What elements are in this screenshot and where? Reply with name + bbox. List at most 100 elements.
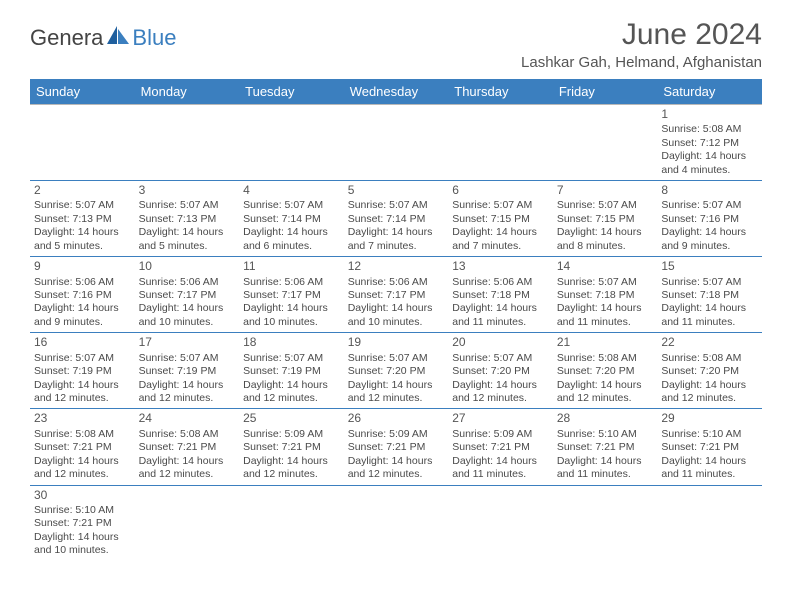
- cell-dl2: and 5 minutes.: [34, 240, 131, 253]
- cell-sunset: Sunset: 7:20 PM: [452, 365, 549, 378]
- day-number: 1: [661, 107, 758, 122]
- calendar-row: 30Sunrise: 5:10 AMSunset: 7:21 PMDayligh…: [30, 485, 762, 561]
- cell-dl1: Daylight: 14 hours: [243, 302, 340, 315]
- day-number: 21: [557, 335, 654, 350]
- cell-sunrise: Sunrise: 5:07 AM: [139, 352, 236, 365]
- cell-sunrise: Sunrise: 5:07 AM: [661, 276, 758, 289]
- cell-dl2: and 11 minutes.: [557, 468, 654, 481]
- cell-dl2: and 7 minutes.: [348, 240, 445, 253]
- cell-sunrise: Sunrise: 5:06 AM: [34, 276, 131, 289]
- day-number: 27: [452, 411, 549, 426]
- calendar-cell: 16Sunrise: 5:07 AMSunset: 7:19 PMDayligh…: [30, 333, 135, 409]
- cell-dl2: and 12 minutes.: [348, 468, 445, 481]
- calendar-cell: 18Sunrise: 5:07 AMSunset: 7:19 PMDayligh…: [239, 333, 344, 409]
- cell-sunset: Sunset: 7:17 PM: [139, 289, 236, 302]
- cell-sunset: Sunset: 7:19 PM: [243, 365, 340, 378]
- cell-dl1: Daylight: 14 hours: [348, 302, 445, 315]
- calendar-cell: 17Sunrise: 5:07 AMSunset: 7:19 PMDayligh…: [135, 333, 240, 409]
- cell-dl1: Daylight: 14 hours: [661, 226, 758, 239]
- cell-dl1: Daylight: 14 hours: [557, 302, 654, 315]
- cell-dl1: Daylight: 14 hours: [34, 379, 131, 392]
- cell-dl1: Daylight: 14 hours: [557, 226, 654, 239]
- day-number: 8: [661, 183, 758, 198]
- title-block: June 2024 Lashkar Gah, Helmand, Afghanis…: [521, 18, 762, 71]
- cell-dl2: and 11 minutes.: [557, 316, 654, 329]
- cell-dl1: Daylight: 14 hours: [452, 379, 549, 392]
- calendar-cell: 3Sunrise: 5:07 AMSunset: 7:13 PMDaylight…: [135, 181, 240, 257]
- day-number: 11: [243, 259, 340, 274]
- cell-sunset: Sunset: 7:21 PM: [139, 441, 236, 454]
- cell-sunrise: Sunrise: 5:08 AM: [661, 123, 758, 136]
- day-number: 19: [348, 335, 445, 350]
- day-number: 6: [452, 183, 549, 198]
- day-number: 12: [348, 259, 445, 274]
- month-title: June 2024: [521, 18, 762, 52]
- cell-dl1: Daylight: 14 hours: [348, 226, 445, 239]
- cell-sunrise: Sunrise: 5:07 AM: [452, 352, 549, 365]
- cell-sunrise: Sunrise: 5:07 AM: [661, 199, 758, 212]
- cell-sunrise: Sunrise: 5:10 AM: [557, 428, 654, 441]
- cell-dl2: and 12 minutes.: [34, 392, 131, 405]
- cell-dl2: and 12 minutes.: [139, 468, 236, 481]
- cell-dl1: Daylight: 14 hours: [139, 455, 236, 468]
- day-number: 26: [348, 411, 445, 426]
- day-number: 13: [452, 259, 549, 274]
- day-number: 9: [34, 259, 131, 274]
- cell-sunset: Sunset: 7:18 PM: [661, 289, 758, 302]
- day-header: Wednesday: [344, 79, 449, 105]
- calendar-cell: [553, 105, 658, 181]
- cell-dl2: and 10 minutes.: [34, 544, 131, 557]
- calendar-cell: 23Sunrise: 5:08 AMSunset: 7:21 PMDayligh…: [30, 409, 135, 485]
- cell-sunrise: Sunrise: 5:07 AM: [139, 199, 236, 212]
- calendar-cell: 15Sunrise: 5:07 AMSunset: 7:18 PMDayligh…: [657, 257, 762, 333]
- calendar-cell: 9Sunrise: 5:06 AMSunset: 7:16 PMDaylight…: [30, 257, 135, 333]
- calendar-page: Genera Blue June 2024 Lashkar Gah, Helma…: [0, 0, 792, 561]
- cell-sunset: Sunset: 7:21 PM: [34, 517, 131, 530]
- cell-sunrise: Sunrise: 5:09 AM: [348, 428, 445, 441]
- cell-dl2: and 12 minutes.: [348, 392, 445, 405]
- day-header: Monday: [135, 79, 240, 105]
- calendar-cell: 25Sunrise: 5:09 AMSunset: 7:21 PMDayligh…: [239, 409, 344, 485]
- cell-sunrise: Sunrise: 5:07 AM: [557, 199, 654, 212]
- cell-dl1: Daylight: 14 hours: [243, 379, 340, 392]
- cell-dl1: Daylight: 14 hours: [661, 150, 758, 163]
- cell-dl2: and 12 minutes.: [557, 392, 654, 405]
- day-number: 28: [557, 411, 654, 426]
- cell-sunrise: Sunrise: 5:06 AM: [139, 276, 236, 289]
- cell-dl2: and 7 minutes.: [452, 240, 549, 253]
- calendar-cell: 26Sunrise: 5:09 AMSunset: 7:21 PMDayligh…: [344, 409, 449, 485]
- cell-dl2: and 11 minutes.: [661, 468, 758, 481]
- cell-sunset: Sunset: 7:14 PM: [348, 213, 445, 226]
- calendar-row: 9Sunrise: 5:06 AMSunset: 7:16 PMDaylight…: [30, 257, 762, 333]
- calendar-cell: 1Sunrise: 5:08 AMSunset: 7:12 PMDaylight…: [657, 105, 762, 181]
- day-number: 5: [348, 183, 445, 198]
- logo-text-part2: Blue: [132, 25, 176, 51]
- cell-sunrise: Sunrise: 5:08 AM: [34, 428, 131, 441]
- calendar-cell: [657, 485, 762, 561]
- day-number: 3: [139, 183, 236, 198]
- cell-dl1: Daylight: 14 hours: [34, 226, 131, 239]
- cell-dl2: and 12 minutes.: [139, 392, 236, 405]
- day-number: 25: [243, 411, 340, 426]
- cell-dl2: and 6 minutes.: [243, 240, 340, 253]
- calendar-cell: 20Sunrise: 5:07 AMSunset: 7:20 PMDayligh…: [448, 333, 553, 409]
- day-header: Tuesday: [239, 79, 344, 105]
- cell-dl1: Daylight: 14 hours: [34, 455, 131, 468]
- cell-sunset: Sunset: 7:15 PM: [452, 213, 549, 226]
- cell-sunset: Sunset: 7:13 PM: [139, 213, 236, 226]
- calendar-cell: 10Sunrise: 5:06 AMSunset: 7:17 PMDayligh…: [135, 257, 240, 333]
- day-header: Sunday: [30, 79, 135, 105]
- calendar-cell: 29Sunrise: 5:10 AMSunset: 7:21 PMDayligh…: [657, 409, 762, 485]
- day-number: 2: [34, 183, 131, 198]
- calendar-cell: [448, 105, 553, 181]
- cell-sunset: Sunset: 7:14 PM: [243, 213, 340, 226]
- cell-sunrise: Sunrise: 5:08 AM: [661, 352, 758, 365]
- logo: Genera Blue: [30, 24, 176, 51]
- cell-dl1: Daylight: 14 hours: [661, 379, 758, 392]
- cell-dl1: Daylight: 14 hours: [139, 379, 236, 392]
- cell-sunrise: Sunrise: 5:07 AM: [243, 352, 340, 365]
- calendar-cell: [448, 485, 553, 561]
- day-number: 30: [34, 488, 131, 503]
- calendar-cell: 6Sunrise: 5:07 AMSunset: 7:15 PMDaylight…: [448, 181, 553, 257]
- logo-sail-icon: [105, 24, 131, 51]
